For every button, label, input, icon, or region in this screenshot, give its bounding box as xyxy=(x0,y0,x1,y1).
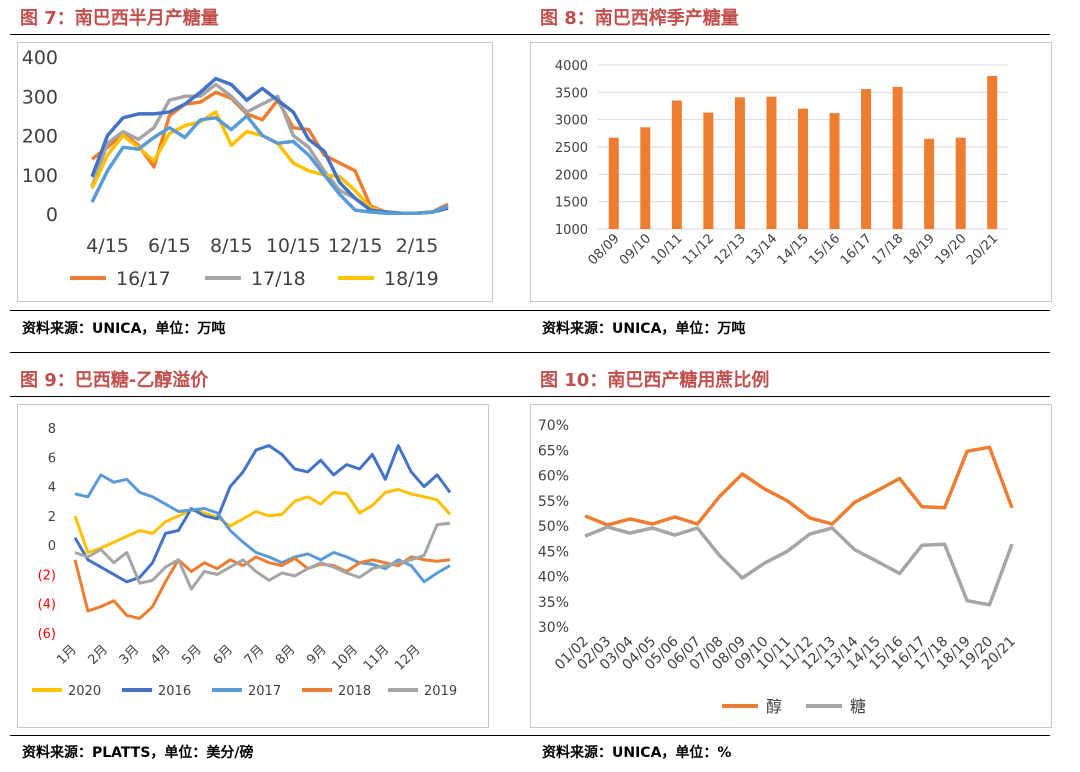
bar xyxy=(766,96,777,229)
legend-label: 18/19 xyxy=(384,268,439,290)
y-tick-label: 3000 xyxy=(555,114,588,129)
legend-label: 16/17 xyxy=(116,268,171,290)
y-tick-label: (2) xyxy=(38,568,56,583)
bar xyxy=(703,112,714,229)
divider xyxy=(10,396,1050,397)
series-line-2020 xyxy=(73,488,452,554)
bar xyxy=(924,138,935,229)
bar xyxy=(640,127,651,229)
chart2-source: 资料来源：UNICA，单位：万吨 xyxy=(542,321,746,337)
bar xyxy=(671,100,682,230)
y-tick-label: 1500 xyxy=(555,196,588,211)
bar xyxy=(892,86,903,229)
chart1-title: 图 7：南巴西半月产糖量 xyxy=(20,8,219,29)
y-tick-label: 0 xyxy=(48,539,56,554)
y-tick-label: 30% xyxy=(538,620,569,636)
legend-label: 2017 xyxy=(248,684,281,699)
legend-label: 2016 xyxy=(158,684,191,699)
bar xyxy=(734,97,745,230)
y-tick-label: 6 xyxy=(48,451,56,466)
y-tick-label: 4 xyxy=(48,481,56,496)
series-line-lightblue xyxy=(90,114,449,215)
legend-label: 糖 xyxy=(850,697,866,716)
divider xyxy=(10,735,1050,736)
y-tick-label: 45% xyxy=(538,544,569,560)
x-tick-label: 4/15 xyxy=(86,235,129,257)
bar xyxy=(861,89,872,229)
legend-label: 2019 xyxy=(424,684,457,699)
x-tick-label: 10/15 xyxy=(266,235,321,257)
x-tick-label: 8/15 xyxy=(210,235,253,257)
y-tick-label: 2500 xyxy=(555,141,588,156)
legend-label: 2018 xyxy=(338,684,371,699)
y-tick-label: 4000 xyxy=(555,59,588,74)
x-tick-label: 6/15 xyxy=(148,235,191,257)
y-tick-label: 100 xyxy=(22,165,58,187)
y-tick-label: 300 xyxy=(22,86,58,108)
divider xyxy=(10,352,1050,353)
bar xyxy=(987,75,998,229)
series-line-2019 xyxy=(74,521,451,591)
chart3-source: 资料来源：PLATTS，单位：美分/磅 xyxy=(22,745,254,761)
x-tick-label: 2/15 xyxy=(396,235,439,257)
y-tick-label: 3500 xyxy=(555,86,588,101)
series-line-糖 xyxy=(584,525,1014,607)
y-tick-label: 1000 xyxy=(555,223,588,238)
y-tick-label: 2000 xyxy=(555,168,588,183)
y-tick-label: 55% xyxy=(538,494,569,510)
bar xyxy=(608,137,619,229)
series-line-2017 xyxy=(74,473,451,584)
chart1-source: 资料来源：UNICA，单位：万吨 xyxy=(22,321,226,337)
y-tick-label: 8 xyxy=(48,422,56,437)
y-tick-label: 65% xyxy=(538,443,569,459)
y-tick-label: 60% xyxy=(538,469,569,485)
chart2-title: 图 8：南巴西榨季产糖量 xyxy=(540,8,739,29)
chart4-title: 图 10：南巴西产糖用蔗比例 xyxy=(540,370,770,391)
chart4-source: 资料来源：UNICA，单位：% xyxy=(542,745,732,761)
y-tick-label: 2 xyxy=(48,510,56,525)
chart3-title: 图 9：巴西糖-乙醇溢价 xyxy=(20,370,209,391)
legend-label: 17/18 xyxy=(251,268,306,290)
y-tick-label: 40% xyxy=(538,570,569,586)
y-tick-label: (6) xyxy=(38,627,56,642)
series-line-2018 xyxy=(73,555,451,620)
y-tick-label: 35% xyxy=(538,595,569,611)
divider xyxy=(10,310,1050,311)
y-tick-label: 50% xyxy=(538,519,569,535)
legend-label: 醇 xyxy=(766,697,782,716)
y-tick-label: 200 xyxy=(22,126,58,148)
y-tick-label: 70% xyxy=(538,418,569,434)
bar xyxy=(955,137,966,229)
y-tick-label: (4) xyxy=(38,598,56,613)
legend-label: 2020 xyxy=(68,684,101,699)
series-line-醇 xyxy=(584,445,1014,527)
y-tick-label: 0 xyxy=(46,204,58,226)
divider xyxy=(10,34,1050,35)
y-tick-label: 400 xyxy=(22,47,58,69)
bar xyxy=(829,113,840,229)
x-tick-label: 12/15 xyxy=(328,235,383,257)
bar xyxy=(798,108,808,229)
